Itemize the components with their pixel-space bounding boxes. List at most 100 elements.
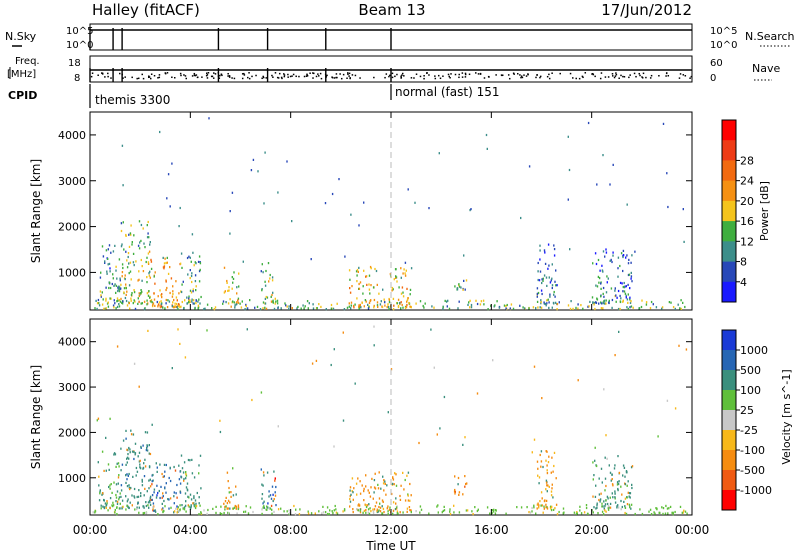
echo-cell [334,504,336,508]
echo-cell [105,286,107,289]
echo-cell [266,296,269,299]
echo-cell [553,302,555,305]
echo-cell [454,475,456,478]
echo-cell [153,488,156,491]
echo-cell [140,492,142,495]
echo-cell [404,306,407,310]
echo-cell [115,291,117,294]
echo-cell [268,507,271,510]
echo-cell [626,471,628,474]
echo-cell [609,471,612,474]
echo-cell [540,299,542,302]
nave-point [479,73,482,75]
echo-cell [377,305,379,308]
echo-cell [101,245,104,248]
echo-cell [602,513,605,516]
echo-cell [120,245,123,248]
x-tick-label: 16:00 [474,523,509,537]
nave-point [592,73,595,76]
echo-cell [602,302,604,305]
echo-cell [550,509,553,512]
nave-point [591,73,593,75]
echo-cell [138,294,140,298]
echo-cell [186,256,189,260]
echo-cell [541,281,543,285]
echo-cell [180,290,183,294]
echo-cell [370,299,372,302]
echo-cell [441,511,443,514]
echo-cell [655,306,658,309]
echo-cell [224,505,226,508]
echo-cell [487,308,489,311]
echo-cell [288,305,290,308]
nave-point [271,74,273,77]
echo-cell [402,471,404,474]
echo-cell [626,503,629,506]
echo-cell [124,296,127,300]
echo-cell [621,282,623,285]
echo-cell [505,512,507,515]
echo-cell [626,496,628,499]
echo-cell [160,303,163,306]
echo-cell [365,505,368,509]
echo-cell [622,290,624,293]
nave-point [278,72,281,75]
echo-cell [126,473,128,476]
echo-cell [649,508,652,511]
echo-cell [606,281,608,284]
nave-point [508,77,511,80]
echo-cell [125,234,127,237]
echo-cell [625,296,627,299]
echo-cell [147,294,150,297]
echo-cell [545,506,547,509]
echo-cell [179,342,181,345]
echo-cell [120,297,122,300]
echo-cell [117,462,120,465]
echo-cell [157,305,159,308]
echo-cell [265,269,267,273]
echo-cell [449,513,452,516]
echo-cell [600,301,602,304]
echo-cell [549,293,551,296]
echo-cell [406,474,408,477]
nave-point [391,72,394,75]
echo-cell [454,488,456,492]
echo-cell [113,306,115,309]
echo-cell [194,280,197,283]
echo-cell [125,287,127,290]
echo-cell [551,277,553,280]
echo-cell [315,359,318,362]
echo-cell [627,283,629,286]
echo-cell [458,285,461,288]
echo-cell [137,455,139,458]
echo-cell [419,505,422,508]
echo-cell [147,232,149,235]
nave-point [373,76,375,79]
echo-cell [395,497,397,500]
echo-cell [365,509,367,512]
echo-cell [145,504,148,508]
echo-cell [681,511,683,514]
y-tick-label: 3000 [58,381,86,394]
echo-cell [362,292,364,295]
echo-cell [131,241,133,244]
echo-cell [225,301,227,304]
colorbar-swatch [722,160,736,182]
echo-cell [96,302,99,305]
freq-tick-bottom: 8 [74,73,80,84]
echo-cell [150,300,152,303]
echo-cell [387,505,389,508]
echo-cell [628,273,631,276]
echo-cell [149,452,152,456]
echo-cell [555,477,557,480]
echo-cell [185,500,187,503]
echo-cell [116,506,118,509]
echo-cell [224,508,226,511]
echo-cell [127,453,129,456]
echo-cell [96,419,98,422]
echo-cell [399,511,401,514]
echo-cell [122,505,124,508]
echo-cell [342,419,345,422]
echo-cell [616,481,619,484]
echo-cell [438,152,440,155]
